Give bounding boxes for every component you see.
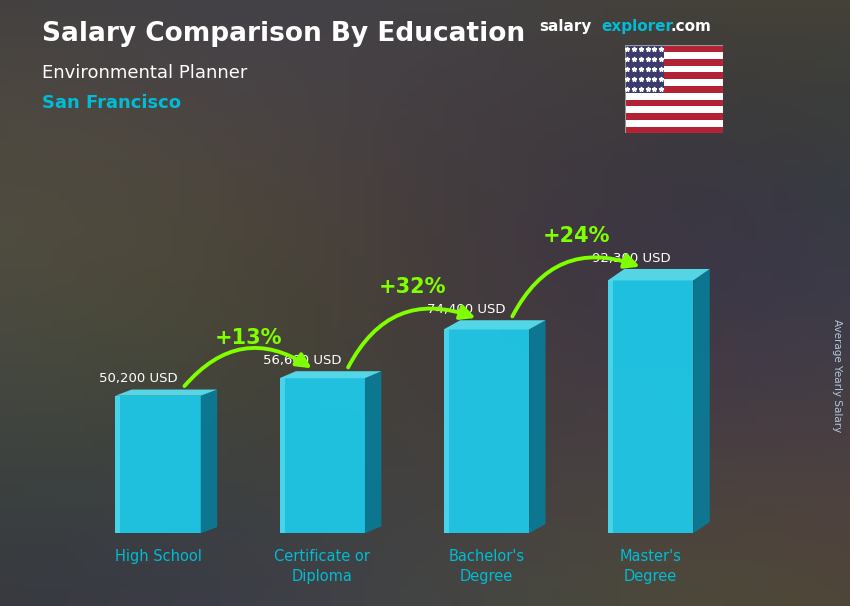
Bar: [625, 79, 722, 86]
Polygon shape: [280, 371, 382, 378]
Text: 56,600 USD: 56,600 USD: [264, 354, 342, 367]
Bar: [625, 93, 722, 99]
Polygon shape: [444, 330, 449, 533]
Polygon shape: [694, 269, 710, 533]
Polygon shape: [365, 371, 382, 533]
Text: +32%: +32%: [379, 278, 446, 298]
Text: 74,400 USD: 74,400 USD: [428, 303, 506, 316]
Polygon shape: [608, 281, 694, 533]
Text: 92,300 USD: 92,300 USD: [592, 252, 671, 265]
Text: High School: High School: [115, 549, 201, 564]
Polygon shape: [608, 281, 613, 533]
Bar: [625, 52, 722, 59]
Text: Salary Comparison By Education: Salary Comparison By Education: [42, 21, 525, 47]
Polygon shape: [280, 378, 285, 533]
Bar: [625, 127, 722, 133]
Polygon shape: [608, 269, 710, 281]
Polygon shape: [444, 320, 546, 330]
Text: explorer: explorer: [601, 19, 673, 35]
Text: salary: salary: [540, 19, 592, 35]
Polygon shape: [529, 320, 546, 533]
Bar: [625, 86, 722, 93]
Polygon shape: [116, 396, 201, 533]
Bar: [625, 106, 722, 113]
Bar: [625, 73, 722, 79]
Bar: [625, 120, 722, 127]
Polygon shape: [116, 396, 121, 533]
Polygon shape: [201, 390, 217, 533]
Bar: [625, 99, 722, 106]
Text: 50,200 USD: 50,200 USD: [99, 373, 178, 385]
Polygon shape: [280, 378, 365, 533]
Text: +13%: +13%: [214, 328, 282, 348]
Bar: [625, 113, 722, 120]
Polygon shape: [116, 390, 217, 396]
Text: .com: .com: [671, 19, 711, 35]
Text: Environmental Planner: Environmental Planner: [42, 64, 248, 82]
Text: Bachelor's
Degree: Bachelor's Degree: [448, 549, 524, 584]
Text: +24%: +24%: [543, 226, 610, 246]
Polygon shape: [444, 330, 529, 533]
Text: San Francisco: San Francisco: [42, 94, 182, 112]
Text: Average Yearly Salary: Average Yearly Salary: [832, 319, 842, 432]
Bar: [625, 65, 722, 73]
Text: Certificate or
Diploma: Certificate or Diploma: [275, 549, 370, 584]
Text: Master's
Degree: Master's Degree: [620, 549, 682, 584]
Bar: [625, 45, 664, 93]
Bar: [625, 45, 722, 52]
Bar: [625, 59, 722, 65]
